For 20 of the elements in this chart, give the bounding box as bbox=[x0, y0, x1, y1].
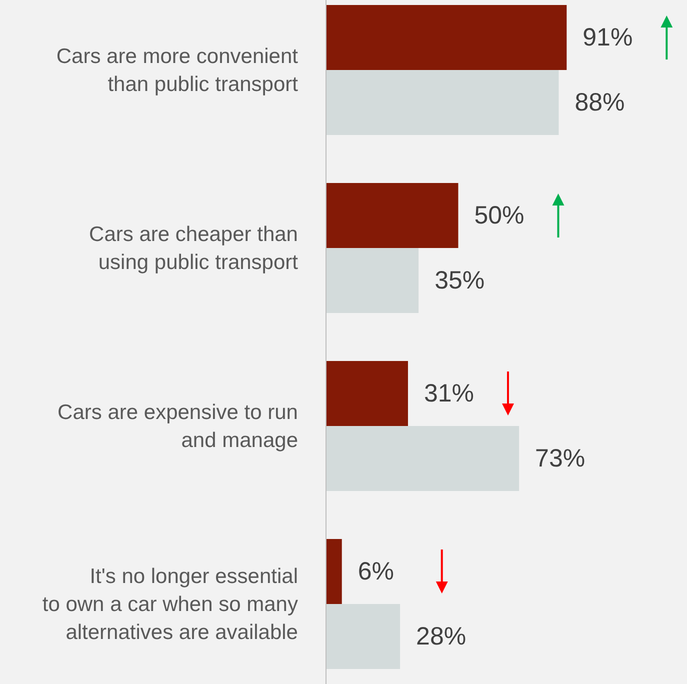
data-label: 31% bbox=[424, 380, 474, 408]
bar bbox=[326, 426, 520, 491]
data-label: 91% bbox=[582, 24, 633, 52]
data-label: 73% bbox=[535, 444, 586, 472]
y-tick-label: Cars are more convenient than public transport bbox=[56, 44, 298, 96]
bar bbox=[326, 183, 458, 248]
data-label: 6% bbox=[358, 558, 394, 586]
y-tick-label: It's no longer essential to own a car when so many alternatives are available bbox=[42, 564, 298, 644]
y-tick-label: Cars are cheaper than using public transport bbox=[89, 222, 298, 274]
bar bbox=[326, 70, 559, 135]
bar bbox=[326, 361, 408, 426]
bar bbox=[326, 248, 419, 313]
data-label: 28% bbox=[416, 622, 466, 650]
data-label: 35% bbox=[434, 266, 485, 294]
bar bbox=[326, 539, 342, 604]
bar bbox=[326, 604, 400, 669]
y-tick-label: Cars are expensive to run and manage bbox=[58, 400, 298, 452]
data-label: 50% bbox=[474, 202, 524, 230]
data-label: 88% bbox=[574, 88, 625, 116]
bar bbox=[326, 5, 567, 70]
